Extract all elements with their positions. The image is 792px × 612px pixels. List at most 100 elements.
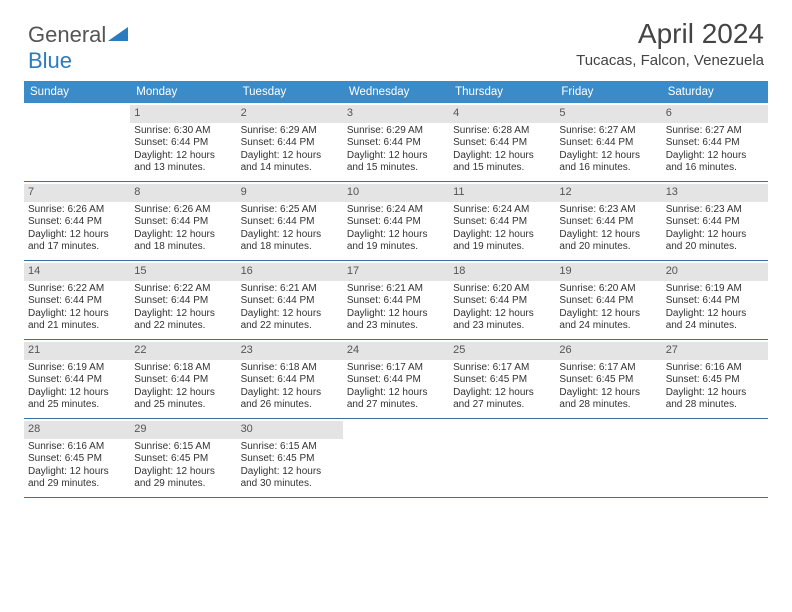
sunrise-text: Sunrise: 6:17 AM	[453, 362, 551, 375]
sunset-text: Sunset: 6:44 PM	[28, 374, 126, 387]
day-cell: 25Sunrise: 6:17 AMSunset: 6:45 PMDayligh…	[449, 340, 555, 418]
day-number: 9	[237, 184, 343, 202]
day-number: 2	[237, 105, 343, 123]
day-header: Wednesday	[343, 81, 449, 103]
sunset-text: Sunset: 6:44 PM	[347, 216, 445, 229]
location-text: Tucacas, Falcon, Venezuela	[576, 52, 764, 69]
daylight-text: Daylight: 12 hours and 18 minutes.	[241, 229, 339, 254]
day-header: Sunday	[24, 81, 130, 103]
week-row: 28Sunrise: 6:16 AMSunset: 6:45 PMDayligh…	[24, 419, 768, 498]
sunrise-text: Sunrise: 6:30 AM	[134, 125, 232, 138]
daylight-text: Daylight: 12 hours and 14 minutes.	[241, 150, 339, 175]
daylight-text: Daylight: 12 hours and 15 minutes.	[453, 150, 551, 175]
day-number: 6	[662, 105, 768, 123]
daylight-text: Daylight: 12 hours and 23 minutes.	[347, 308, 445, 333]
sunrise-text: Sunrise: 6:17 AM	[347, 362, 445, 375]
sunset-text: Sunset: 6:44 PM	[134, 137, 232, 150]
month-title: April 2024	[576, 18, 764, 50]
day-cell: 7Sunrise: 6:26 AMSunset: 6:44 PMDaylight…	[24, 182, 130, 260]
sunset-text: Sunset: 6:44 PM	[666, 216, 764, 229]
day-cell: 3Sunrise: 6:29 AMSunset: 6:44 PMDaylight…	[343, 103, 449, 181]
day-header: Friday	[555, 81, 661, 103]
day-cell	[449, 419, 555, 497]
sunset-text: Sunset: 6:44 PM	[241, 295, 339, 308]
sunrise-text: Sunrise: 6:20 AM	[559, 283, 657, 296]
day-cell: 11Sunrise: 6:24 AMSunset: 6:44 PMDayligh…	[449, 182, 555, 260]
day-cell: 8Sunrise: 6:26 AMSunset: 6:44 PMDaylight…	[130, 182, 236, 260]
sunrise-text: Sunrise: 6:27 AM	[666, 125, 764, 138]
day-cell: 23Sunrise: 6:18 AMSunset: 6:44 PMDayligh…	[237, 340, 343, 418]
logo-text-a: General	[28, 22, 106, 48]
day-number: 20	[662, 263, 768, 281]
sunset-text: Sunset: 6:44 PM	[347, 137, 445, 150]
day-number: 24	[343, 342, 449, 360]
day-cell: 22Sunrise: 6:18 AMSunset: 6:44 PMDayligh…	[130, 340, 236, 418]
title-block: April 2024 Tucacas, Falcon, Venezuela	[576, 18, 764, 69]
daylight-text: Daylight: 12 hours and 18 minutes.	[134, 229, 232, 254]
sunset-text: Sunset: 6:44 PM	[241, 374, 339, 387]
sunset-text: Sunset: 6:45 PM	[134, 453, 232, 466]
day-cell: 6Sunrise: 6:27 AMSunset: 6:44 PMDaylight…	[662, 103, 768, 181]
daylight-text: Daylight: 12 hours and 23 minutes.	[453, 308, 551, 333]
sunrise-text: Sunrise: 6:24 AM	[347, 204, 445, 217]
calendar: Sunday Monday Tuesday Wednesday Thursday…	[24, 81, 768, 498]
sunset-text: Sunset: 6:44 PM	[28, 295, 126, 308]
sunset-text: Sunset: 6:44 PM	[241, 216, 339, 229]
day-number: 21	[24, 342, 130, 360]
day-cell: 21Sunrise: 6:19 AMSunset: 6:44 PMDayligh…	[24, 340, 130, 418]
daylight-text: Daylight: 12 hours and 15 minutes.	[347, 150, 445, 175]
daylight-text: Daylight: 12 hours and 22 minutes.	[134, 308, 232, 333]
sunset-text: Sunset: 6:45 PM	[241, 453, 339, 466]
sunset-text: Sunset: 6:44 PM	[666, 295, 764, 308]
sunrise-text: Sunrise: 6:21 AM	[241, 283, 339, 296]
daylight-text: Daylight: 12 hours and 27 minutes.	[347, 387, 445, 412]
day-number: 10	[343, 184, 449, 202]
day-header: Saturday	[662, 81, 768, 103]
day-cell	[24, 103, 130, 181]
sunrise-text: Sunrise: 6:15 AM	[134, 441, 232, 454]
sunset-text: Sunset: 6:44 PM	[666, 137, 764, 150]
daylight-text: Daylight: 12 hours and 28 minutes.	[559, 387, 657, 412]
weeks-container: 1Sunrise: 6:30 AMSunset: 6:44 PMDaylight…	[24, 103, 768, 498]
day-number: 28	[24, 421, 130, 439]
day-number: 15	[130, 263, 236, 281]
week-row: 14Sunrise: 6:22 AMSunset: 6:44 PMDayligh…	[24, 261, 768, 340]
sunset-text: Sunset: 6:44 PM	[559, 216, 657, 229]
day-cell: 5Sunrise: 6:27 AMSunset: 6:44 PMDaylight…	[555, 103, 661, 181]
sunset-text: Sunset: 6:44 PM	[347, 374, 445, 387]
sunrise-text: Sunrise: 6:26 AM	[134, 204, 232, 217]
day-cell: 15Sunrise: 6:22 AMSunset: 6:44 PMDayligh…	[130, 261, 236, 339]
sunrise-text: Sunrise: 6:23 AM	[666, 204, 764, 217]
sunrise-text: Sunrise: 6:15 AM	[241, 441, 339, 454]
sunrise-text: Sunrise: 6:19 AM	[28, 362, 126, 375]
sunset-text: Sunset: 6:45 PM	[666, 374, 764, 387]
day-cell: 16 Sunrise: 6:21 AMSunset: 6:44 PMDayligh…	[237, 261, 343, 339]
sunrise-text: Sunrise: 6:27 AM	[559, 125, 657, 138]
day-cell: 17Sunrise: 6:21 AMSunset: 6:44 PMDayligh…	[343, 261, 449, 339]
daylight-text: Daylight: 12 hours and 30 minutes.	[241, 466, 339, 491]
sunset-text: Sunset: 6:45 PM	[453, 374, 551, 387]
sunset-text: Sunset: 6:44 PM	[453, 295, 551, 308]
sunset-text: Sunset: 6:44 PM	[453, 216, 551, 229]
day-number: 16	[237, 263, 343, 281]
sunset-text: Sunset: 6:44 PM	[28, 216, 126, 229]
daylight-text: Daylight: 12 hours and 22 minutes.	[241, 308, 339, 333]
day-cell: 9Sunrise: 6:25 AMSunset: 6:44 PMDaylight…	[237, 182, 343, 260]
day-cell: 26Sunrise: 6:17 AMSunset: 6:45 PMDayligh…	[555, 340, 661, 418]
day-number: 4	[449, 105, 555, 123]
sunrise-text: Sunrise: 6:16 AM	[28, 441, 126, 454]
day-header-row: Sunday Monday Tuesday Wednesday Thursday…	[24, 81, 768, 103]
daylight-text: Daylight: 12 hours and 19 minutes.	[453, 229, 551, 254]
day-number: 25	[449, 342, 555, 360]
day-number: 14	[24, 263, 130, 281]
daylight-text: Daylight: 12 hours and 29 minutes.	[28, 466, 126, 491]
daylight-text: Daylight: 12 hours and 26 minutes.	[241, 387, 339, 412]
sunrise-text: Sunrise: 6:22 AM	[134, 283, 232, 296]
logo-text-b: Blue	[28, 48, 72, 74]
day-cell: 27Sunrise: 6:16 AMSunset: 6:45 PMDayligh…	[662, 340, 768, 418]
day-number: 29	[130, 421, 236, 439]
sunrise-text: Sunrise: 6:16 AM	[666, 362, 764, 375]
day-number: 22	[130, 342, 236, 360]
day-number: 5	[555, 105, 661, 123]
sunrise-text: Sunrise: 6:21 AM	[347, 283, 445, 296]
